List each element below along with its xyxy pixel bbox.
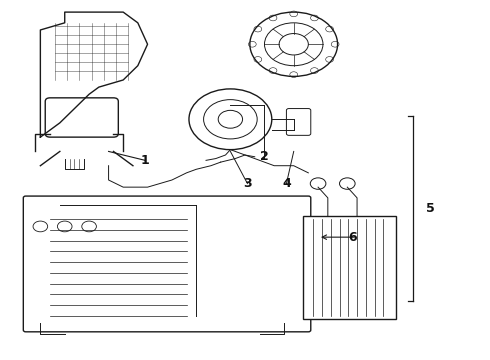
Text: 6: 6 xyxy=(348,231,357,244)
Text: 5: 5 xyxy=(426,202,435,215)
Text: 1: 1 xyxy=(141,154,149,167)
Bar xyxy=(303,216,396,319)
FancyBboxPatch shape xyxy=(45,98,118,137)
Text: 2: 2 xyxy=(260,150,269,163)
FancyBboxPatch shape xyxy=(287,109,311,135)
FancyBboxPatch shape xyxy=(24,196,311,332)
Text: 3: 3 xyxy=(243,177,252,190)
Text: 4: 4 xyxy=(282,177,291,190)
